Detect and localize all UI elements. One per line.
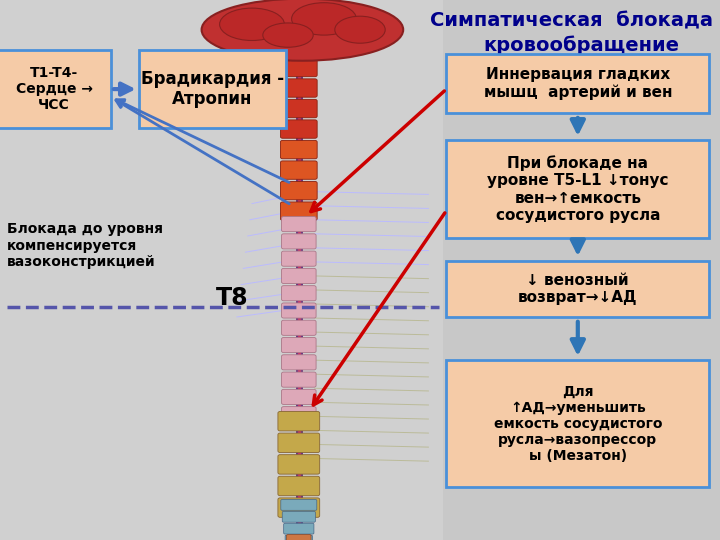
Text: При блокаде на
уровне Т5-L1 ↓тонус
вен→↑емкость
сосудистого русла: При блокаде на уровне Т5-L1 ↓тонус вен→↑…: [487, 155, 669, 223]
FancyBboxPatch shape: [285, 535, 312, 540]
FancyBboxPatch shape: [280, 99, 317, 118]
Text: ↓ венозный
возврат→↓АД: ↓ венозный возврат→↓АД: [518, 273, 637, 305]
FancyBboxPatch shape: [282, 286, 316, 301]
Ellipse shape: [292, 3, 356, 35]
FancyBboxPatch shape: [282, 303, 316, 318]
FancyBboxPatch shape: [446, 140, 709, 238]
FancyBboxPatch shape: [282, 268, 316, 284]
Text: T8: T8: [216, 286, 248, 310]
FancyBboxPatch shape: [282, 372, 316, 387]
Ellipse shape: [202, 0, 403, 61]
FancyBboxPatch shape: [282, 389, 316, 404]
Ellipse shape: [263, 23, 313, 47]
FancyBboxPatch shape: [280, 79, 317, 97]
Ellipse shape: [220, 8, 284, 40]
FancyBboxPatch shape: [138, 50, 287, 128]
FancyBboxPatch shape: [446, 260, 709, 317]
FancyBboxPatch shape: [278, 433, 320, 453]
FancyBboxPatch shape: [280, 181, 317, 200]
FancyBboxPatch shape: [278, 476, 320, 496]
FancyBboxPatch shape: [280, 58, 317, 77]
FancyBboxPatch shape: [446, 361, 709, 487]
FancyBboxPatch shape: [278, 455, 320, 474]
FancyBboxPatch shape: [0, 0, 443, 540]
FancyBboxPatch shape: [446, 54, 709, 113]
FancyBboxPatch shape: [282, 338, 316, 353]
FancyBboxPatch shape: [278, 498, 320, 517]
FancyBboxPatch shape: [282, 511, 315, 522]
FancyBboxPatch shape: [280, 120, 317, 138]
FancyBboxPatch shape: [443, 0, 720, 540]
FancyBboxPatch shape: [282, 407, 316, 422]
FancyBboxPatch shape: [280, 140, 317, 159]
Text: T1-T4-
Сердце →
ЧСС: T1-T4- Сердце → ЧСС: [16, 66, 92, 112]
FancyBboxPatch shape: [282, 320, 316, 335]
FancyBboxPatch shape: [282, 234, 316, 249]
FancyBboxPatch shape: [280, 202, 317, 220]
FancyBboxPatch shape: [287, 535, 311, 540]
FancyBboxPatch shape: [281, 500, 317, 510]
FancyBboxPatch shape: [280, 161, 317, 179]
Text: кровообращение: кровообращение: [483, 35, 680, 55]
Text: Иннервация гладких
мышц  артерий и вен: Иннервация гладких мышц артерий и вен: [484, 67, 672, 100]
FancyBboxPatch shape: [0, 50, 111, 128]
FancyBboxPatch shape: [282, 251, 316, 266]
FancyBboxPatch shape: [282, 217, 316, 232]
FancyBboxPatch shape: [278, 411, 320, 431]
FancyBboxPatch shape: [282, 355, 316, 370]
Ellipse shape: [335, 16, 385, 43]
Text: Брадикардия -
Атропин: Брадикардия - Атропин: [141, 70, 284, 109]
Text: Блокада до уровня
компенсируется
вазоконстрикцией: Блокада до уровня компенсируется вазокон…: [7, 222, 163, 269]
FancyBboxPatch shape: [284, 523, 314, 534]
Text: Для
↑АД→уменьшить
емкость сосудистого
русла→вазопрессор
ы (Мезатон): Для ↑АД→уменьшить емкость сосудистого ру…: [493, 384, 662, 463]
Text: Симпатическая  блокада и: Симпатическая блокада и: [430, 12, 720, 31]
